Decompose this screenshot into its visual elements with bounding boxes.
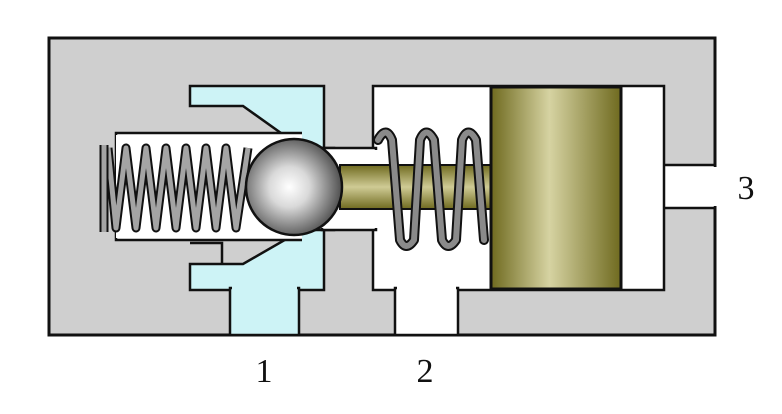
piston-icon xyxy=(489,85,623,291)
port-3-label: 3 xyxy=(738,170,755,207)
port-1-label: 1 xyxy=(256,353,273,390)
port-3-channel xyxy=(661,163,717,210)
spring-icon xyxy=(99,143,253,233)
port-2-channel xyxy=(393,286,460,337)
ball-icon xyxy=(244,137,344,237)
port-1-channel xyxy=(228,286,301,337)
spring-icon xyxy=(373,127,489,251)
port-2-label: 2 xyxy=(417,353,434,390)
